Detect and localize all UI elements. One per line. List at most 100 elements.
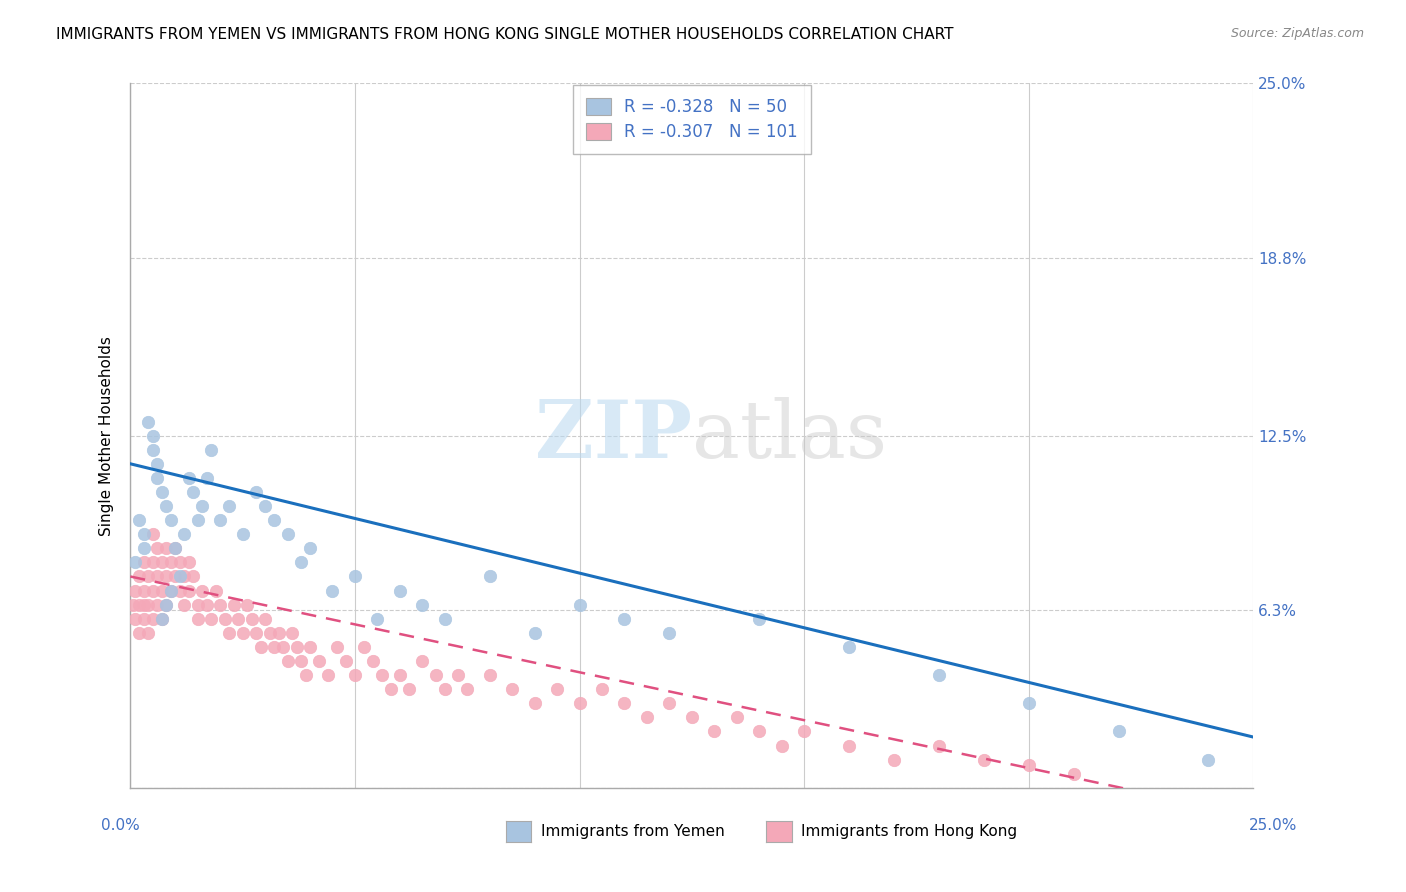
Point xyxy=(132,583,155,598)
Point xyxy=(232,625,254,640)
Point xyxy=(150,583,173,598)
Point xyxy=(173,569,195,583)
Text: Immigrants from Yemen: Immigrants from Yemen xyxy=(541,824,725,838)
Point xyxy=(226,612,249,626)
Text: IMMIGRANTS FROM YEMEN VS IMMIGRANTS FROM HONG KONG SINGLE MOTHER HOUSEHOLDS CORR: IMMIGRANTS FROM YEMEN VS IMMIGRANTS FROM… xyxy=(56,27,953,42)
Point xyxy=(128,569,150,583)
Point xyxy=(155,541,177,556)
Text: Source: ZipAtlas.com: Source: ZipAtlas.com xyxy=(1230,27,1364,40)
Point xyxy=(159,513,181,527)
Point xyxy=(433,682,456,697)
Text: atlas: atlas xyxy=(692,397,887,475)
Point xyxy=(316,668,339,682)
Point xyxy=(267,625,290,640)
Point xyxy=(613,696,636,710)
Point xyxy=(159,555,181,569)
Point xyxy=(177,555,200,569)
Y-axis label: Single Mother Households: Single Mother Households xyxy=(100,335,114,535)
Point xyxy=(380,682,402,697)
Point xyxy=(181,569,204,583)
Point xyxy=(165,541,187,556)
Point xyxy=(928,739,950,753)
Point xyxy=(146,569,169,583)
Text: 25.0%: 25.0% xyxy=(1250,818,1298,832)
Point xyxy=(478,668,501,682)
Point xyxy=(681,710,703,724)
Point xyxy=(218,625,240,640)
Point xyxy=(883,753,905,767)
Point xyxy=(173,527,195,541)
Point xyxy=(411,598,433,612)
Point xyxy=(277,527,299,541)
Point xyxy=(636,710,658,724)
Point xyxy=(259,625,281,640)
Point xyxy=(187,598,209,612)
Point xyxy=(447,668,470,682)
Point xyxy=(398,682,420,697)
Point xyxy=(838,640,860,654)
Point xyxy=(159,583,181,598)
Point xyxy=(591,682,613,697)
Point xyxy=(132,527,155,541)
Point xyxy=(191,583,214,598)
Point xyxy=(353,640,375,654)
Point xyxy=(433,612,456,626)
Point xyxy=(128,513,150,527)
Point xyxy=(236,598,259,612)
Point xyxy=(613,612,636,626)
Point xyxy=(204,583,226,598)
Point xyxy=(326,640,349,654)
Point xyxy=(366,612,388,626)
Point xyxy=(124,612,146,626)
Point xyxy=(209,598,232,612)
Point xyxy=(425,668,447,682)
Point xyxy=(155,598,177,612)
Point xyxy=(254,612,277,626)
Point xyxy=(546,682,568,697)
Point xyxy=(1063,766,1085,780)
Point xyxy=(281,625,304,640)
Point xyxy=(411,654,433,668)
Point xyxy=(343,569,366,583)
Point xyxy=(200,612,222,626)
Legend: R = -0.328   N = 50, R = -0.307   N = 101: R = -0.328 N = 50, R = -0.307 N = 101 xyxy=(572,85,811,154)
Point xyxy=(169,569,191,583)
Point xyxy=(177,471,200,485)
Point xyxy=(703,724,725,739)
Point xyxy=(187,513,209,527)
Point xyxy=(523,696,546,710)
Point xyxy=(388,583,411,598)
Point xyxy=(770,739,793,753)
Text: Immigrants from Hong Kong: Immigrants from Hong Kong xyxy=(801,824,1018,838)
Point xyxy=(501,682,523,697)
Point xyxy=(748,724,770,739)
Point xyxy=(142,527,165,541)
Point xyxy=(658,625,681,640)
Point xyxy=(169,583,191,598)
Point xyxy=(121,598,143,612)
Point xyxy=(150,612,173,626)
Point xyxy=(973,753,995,767)
Point xyxy=(240,612,263,626)
Point xyxy=(150,555,173,569)
Point xyxy=(1198,753,1220,767)
Point xyxy=(159,583,181,598)
Point xyxy=(142,583,165,598)
Point xyxy=(155,499,177,513)
Point xyxy=(169,555,191,569)
Point xyxy=(142,555,165,569)
Point xyxy=(388,668,411,682)
Point xyxy=(146,598,169,612)
Point xyxy=(214,612,236,626)
Point xyxy=(232,527,254,541)
Point xyxy=(195,471,218,485)
Point xyxy=(124,555,146,569)
Point xyxy=(181,485,204,500)
Point xyxy=(173,598,195,612)
Point xyxy=(245,485,267,500)
Point xyxy=(456,682,478,697)
Point xyxy=(177,583,200,598)
Point xyxy=(254,499,277,513)
Point xyxy=(165,541,187,556)
Point xyxy=(124,583,146,598)
